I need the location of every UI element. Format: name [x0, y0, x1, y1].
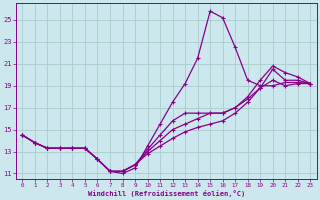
- X-axis label: Windchill (Refroidissement éolien,°C): Windchill (Refroidissement éolien,°C): [88, 190, 245, 197]
